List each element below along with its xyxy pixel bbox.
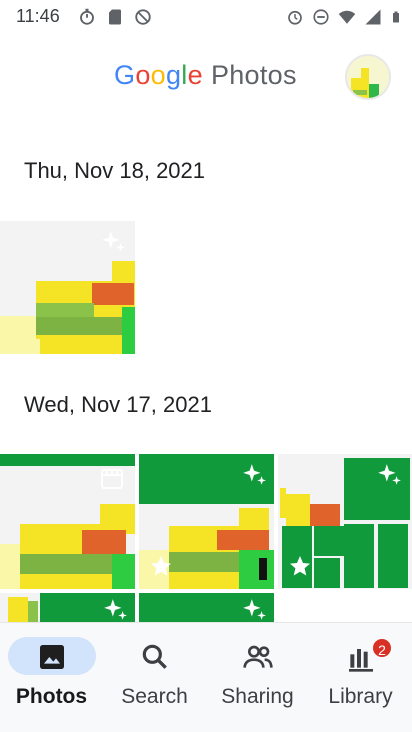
sharing-icon <box>242 641 274 673</box>
logo-photos-text: Photos <box>211 60 297 90</box>
photo-thumbnail[interactable] <box>139 454 274 589</box>
photo-thumbnail[interactable] <box>0 593 135 622</box>
battery-icon <box>390 8 402 26</box>
app-bar: Google Photos <box>0 34 412 120</box>
nav-label-photos: Photos <box>0 685 103 709</box>
nav-item-sharing[interactable]: Sharing <box>206 623 309 732</box>
google-photos-logo: Google Photos <box>114 60 297 91</box>
nav-item-search[interactable]: Search <box>103 623 206 732</box>
dnd-icon <box>312 8 330 26</box>
photos-icon <box>36 641 68 673</box>
video-thumbnail[interactable] <box>0 454 135 589</box>
movie-icon <box>100 468 124 490</box>
signal-icon <box>364 8 382 26</box>
nav-item-photos[interactable]: Photos <box>0 623 103 732</box>
star-icon <box>149 554 173 578</box>
do-not-disturb-off-icon <box>134 8 152 26</box>
sparkle-icon <box>241 462 267 488</box>
alarm-icon <box>286 8 304 26</box>
sparkle-icon <box>376 462 402 488</box>
status-time: 11:46 <box>16 6 60 27</box>
nav-label-sharing: Sharing <box>206 685 309 709</box>
nav-item-library[interactable]: 2 Library <box>309 623 412 732</box>
sparkle-icon <box>241 597 267 622</box>
account-avatar[interactable] <box>345 54 391 100</box>
sd-card-icon <box>106 8 124 26</box>
photo-thumbnail[interactable] <box>278 454 412 589</box>
nav-label-search: Search <box>103 685 206 709</box>
search-icon <box>139 641 171 673</box>
avatar-image <box>347 56 391 100</box>
library-count-badge: 2 <box>371 637 393 659</box>
status-bar: 11:46 <box>0 0 412 34</box>
stopwatch-icon <box>78 8 96 26</box>
date-header: Wed, Nov 17, 2021 <box>24 392 212 418</box>
sparkle-icon <box>102 597 128 622</box>
star-icon <box>288 554 312 578</box>
date-header: Thu, Nov 18, 2021 <box>24 158 205 184</box>
bottom-navigation: Photos Search Sharing 2 Library <box>0 622 412 732</box>
sparkle-icon <box>100 229 126 255</box>
photo-thumbnail[interactable] <box>0 221 135 354</box>
wifi-icon <box>338 8 356 26</box>
nav-label-library: Library <box>309 685 412 709</box>
photo-thumbnail[interactable] <box>139 593 274 622</box>
